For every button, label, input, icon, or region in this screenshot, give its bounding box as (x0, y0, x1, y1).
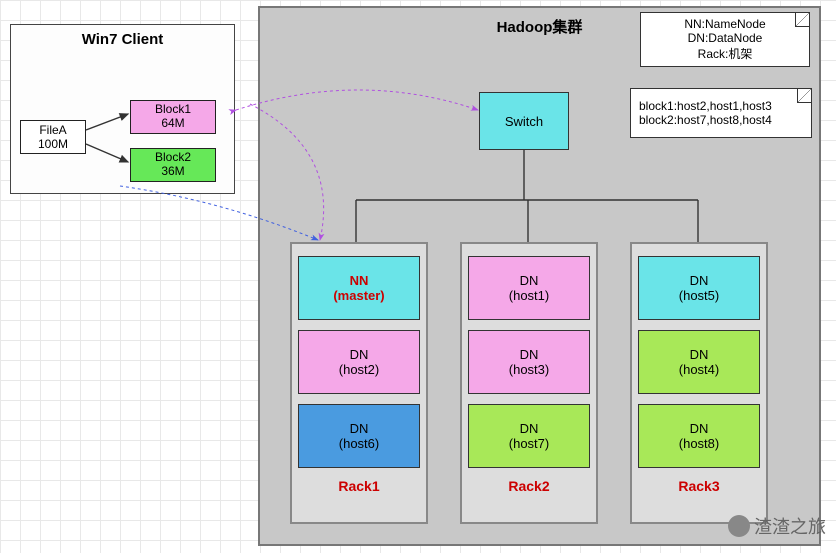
rack1-node1: DN(host3) (468, 330, 590, 394)
client-title: Win7 Client (11, 31, 234, 48)
rack2-node2: DN(host8) (638, 404, 760, 468)
note-fold-icon (797, 89, 811, 103)
rack0-node2: DN(host6) (298, 404, 420, 468)
rack-label-0: Rack1 (298, 478, 420, 494)
note-legend: NN:NameNodeDN:DataNodeRack:机架 (640, 12, 810, 67)
switch-label: Switch (505, 114, 543, 129)
rack-label-1: Rack2 (468, 478, 590, 494)
block-box-0: Block164M (130, 100, 216, 134)
rack2-node0: DN(host5) (638, 256, 760, 320)
rack0-node0: NN(master) (298, 256, 420, 320)
watermark-icon (728, 515, 750, 537)
rack-2: DN(host5) DN(host4) DN(host8) Rack3 (630, 242, 768, 524)
watermark: 渣渣之旅 (728, 513, 826, 539)
block-box-1: Block236M (130, 148, 216, 182)
rack-0: NN(master) DN(host2) DN(host6) Rack1 (290, 242, 428, 524)
rack2-node1: DN(host4) (638, 330, 760, 394)
file-box: FileA 100M (20, 120, 86, 154)
watermark-text: 渣渣之旅 (754, 513, 826, 539)
note-fold-icon (795, 13, 809, 27)
switch-box: Switch (479, 92, 569, 150)
rack-label-2: Rack3 (638, 478, 760, 494)
file-name: FileA (21, 123, 85, 137)
rack-1: DN(host1) DN(host3) DN(host7) Rack2 (460, 242, 598, 524)
rack1-node0: DN(host1) (468, 256, 590, 320)
rack0-node1: DN(host2) (298, 330, 420, 394)
file-size: 100M (21, 137, 85, 151)
note-mapping: block1:host2,host1,host3block2:host7,hos… (630, 88, 812, 138)
rack1-node2: DN(host7) (468, 404, 590, 468)
